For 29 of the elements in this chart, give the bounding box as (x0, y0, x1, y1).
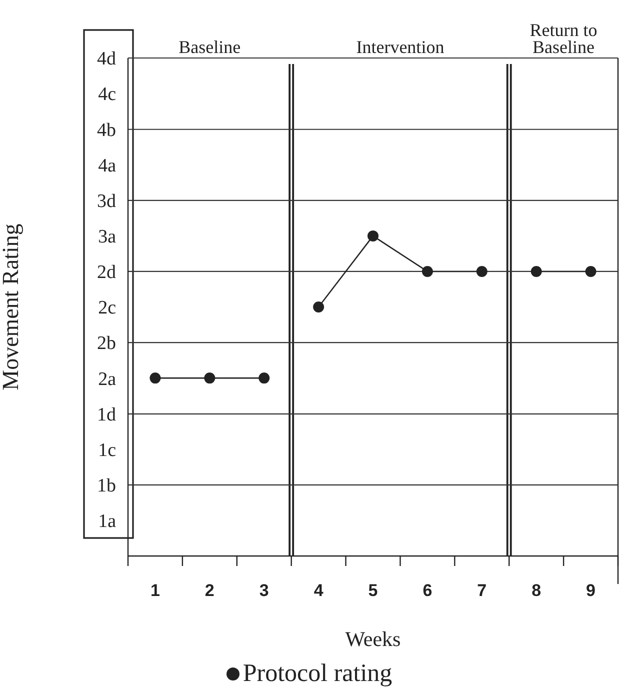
x-tick-label: 1 (150, 581, 160, 600)
category-label: 1a (98, 511, 116, 532)
x-tick-label: 7 (477, 581, 487, 600)
x-tick-label: 5 (368, 581, 378, 600)
x-tick-label: 6 (422, 581, 432, 600)
x-tick-label: 2 (204, 581, 214, 600)
text: Baseline (178, 37, 242, 57)
category-label: 4d (97, 48, 116, 70)
category-label: 4a (98, 155, 116, 176)
category-label: 4b (97, 120, 116, 141)
category-label: 2b (97, 333, 116, 354)
category-label: 1b (97, 476, 116, 497)
category-label: 2d (97, 262, 116, 284)
x-tick-label: 9 (586, 581, 596, 600)
category-label: 3a (98, 226, 116, 248)
category-label: 3d (97, 190, 116, 212)
x-tick-label: 8 (532, 581, 542, 600)
category-label: 1d (97, 404, 116, 426)
text: Return to Baseline (528, 20, 598, 57)
category-label: 4c (98, 84, 116, 106)
category-label: 1c (98, 440, 116, 461)
x-axis-title: Weeks (345, 627, 401, 651)
x-tick-label: 4 (314, 581, 324, 600)
category-label: 2a (98, 368, 116, 390)
text: Intervention (355, 37, 446, 57)
x-tick-label: 3 (259, 581, 269, 600)
category-label: 2c (98, 298, 116, 319)
y-axis-title: Movement Rating (0, 223, 24, 390)
legend-label: Protocol rating (242, 660, 392, 688)
